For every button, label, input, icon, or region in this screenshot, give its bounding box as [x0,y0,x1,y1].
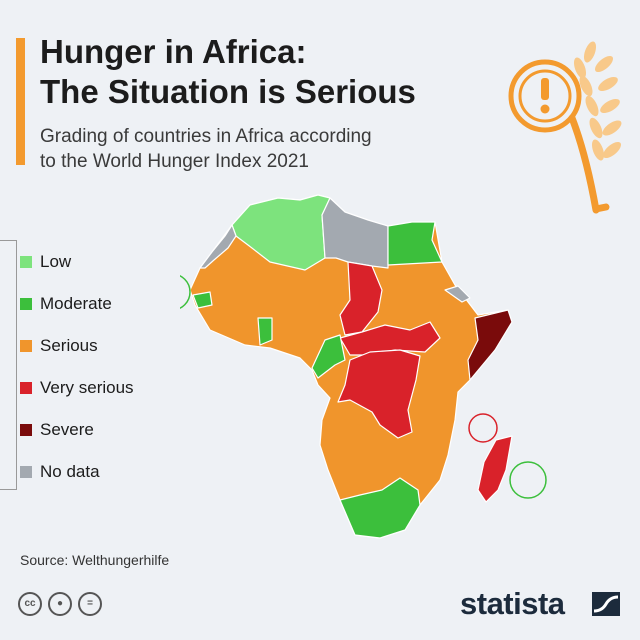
legend-label-no-data: No data [40,462,100,481]
no-derivatives-icon: = [78,592,102,616]
legend-swatch-very-serious [20,382,32,394]
legend-label-very-serious: Very serious [40,378,134,397]
legend-label-severe: Severe [40,420,94,439]
callout-circle-west [180,275,191,309]
legend-label-moderate: Moderate [40,294,112,313]
region-ghana [257,317,273,346]
region-somalia [467,309,513,381]
attribution-icon: ● [48,592,72,616]
wheat-warning-icon [508,41,622,214]
title-accent-bar [16,38,25,165]
legend-swatch-moderate [20,298,32,310]
legend-swatch-severe [20,424,32,436]
region-western-sahara [199,224,237,269]
region-dr-congo [337,349,421,439]
statista-logo: statista [460,586,565,621]
legend-bracket [0,240,17,490]
legend-swatch-low [20,256,32,268]
callout-circle-south [509,461,547,499]
africa-map [180,194,547,539]
region-egypt [387,221,443,266]
region-madagascar [477,435,513,503]
region-cameroon [311,334,346,379]
title-line-1: Hunger in Africa: [40,33,307,70]
callout-circle-east [468,413,498,443]
region-libya [321,197,389,269]
legend-swatch-serious [20,340,32,352]
chart-subtitle: Grading of countries in Africa according… [40,124,460,174]
subtitle-line-1: Grading of countries in Africa according [40,126,372,147]
source-note: Source: Welthungerhilfe [20,552,170,568]
subtitle-line-2: to the World Hunger Index 2021 [40,151,309,172]
legend-swatch-no-data [20,466,32,478]
region-southern-africa [339,477,421,539]
statista-mark-icon [592,592,620,616]
region-horn-no-data [444,285,471,303]
legend-label-low: Low [40,252,72,271]
cc-icon: cc [18,592,42,616]
chart-title: Hunger in Africa: The Situation is Serio… [40,32,510,112]
title-line-2: The Situation is Serious [40,73,416,110]
region-senegal [192,291,213,309]
legend-label-serious: Serious [40,336,98,355]
